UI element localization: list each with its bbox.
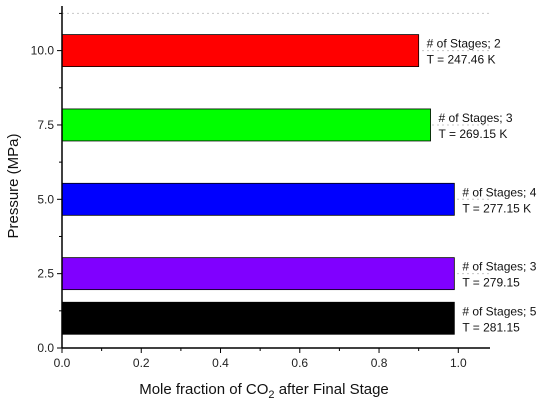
x-axis-title-suffix: after Final Stage [275, 381, 389, 398]
bar-3 [61, 257, 455, 291]
bar-annotations: # of Stages; 2 T = 247.46 K # of Stages; 3… [427, 37, 537, 335]
y-tick-label-4: 10.0 [31, 44, 55, 58]
bar-label-1-line1: # of Stages; 3 [439, 111, 513, 125]
bar-4 [61, 301, 455, 335]
x-axis-title-main: Mole fraction of CO [139, 381, 268, 398]
x-axis-title-subscript: 2 [268, 389, 274, 401]
bar-0 [61, 34, 420, 68]
bar-1 [61, 108, 431, 142]
x-tick-label-2: 0.4 [212, 356, 229, 370]
bar-label-4-line2: T = 281.15 [462, 320, 520, 334]
y-tick-label-2: 5.0 [37, 192, 54, 206]
x-tick-label-5: 1.0 [450, 356, 467, 370]
bar-label-3-line1: # of Stages; 3 [462, 260, 536, 274]
bar-2 [61, 182, 455, 216]
bar-label-4-line1: # of Stages; 5 [462, 304, 536, 318]
x-tick-label-4: 0.8 [371, 356, 388, 370]
axes [57, 6, 490, 353]
bar-label-1-line2: T = 269.15 K [439, 127, 508, 141]
bars [61, 34, 455, 335]
bar-label-2-line2: T = 277.15 K [462, 201, 531, 215]
y-tick-label-3: 7.5 [37, 118, 54, 132]
x-tick-label-0: 0.0 [54, 356, 71, 370]
bar-label-0-line2: T = 247.46 K [427, 53, 496, 67]
y-axis-title: Pressure (MPa) [5, 133, 22, 238]
tick-labels: 0.0 0.2 0.4 0.6 0.8 1.0 0.0 2.5 5.0 7.5 10.0 [31, 44, 467, 370]
y-tick-label-0: 0.0 [37, 341, 54, 355]
x-axis-title: Mole fraction of CO2 after Final Stage [139, 381, 389, 401]
x-tick-label-3: 0.6 [291, 356, 308, 370]
bar-label-0-line1: # of Stages; 2 [427, 37, 501, 51]
y-tick-label-1: 2.5 [37, 267, 54, 281]
x-tick-label-1: 0.2 [133, 356, 150, 370]
bar-label-2-line1: # of Stages; 4 [462, 185, 536, 199]
bar-label-3-line2: T = 279.15 [462, 276, 520, 290]
